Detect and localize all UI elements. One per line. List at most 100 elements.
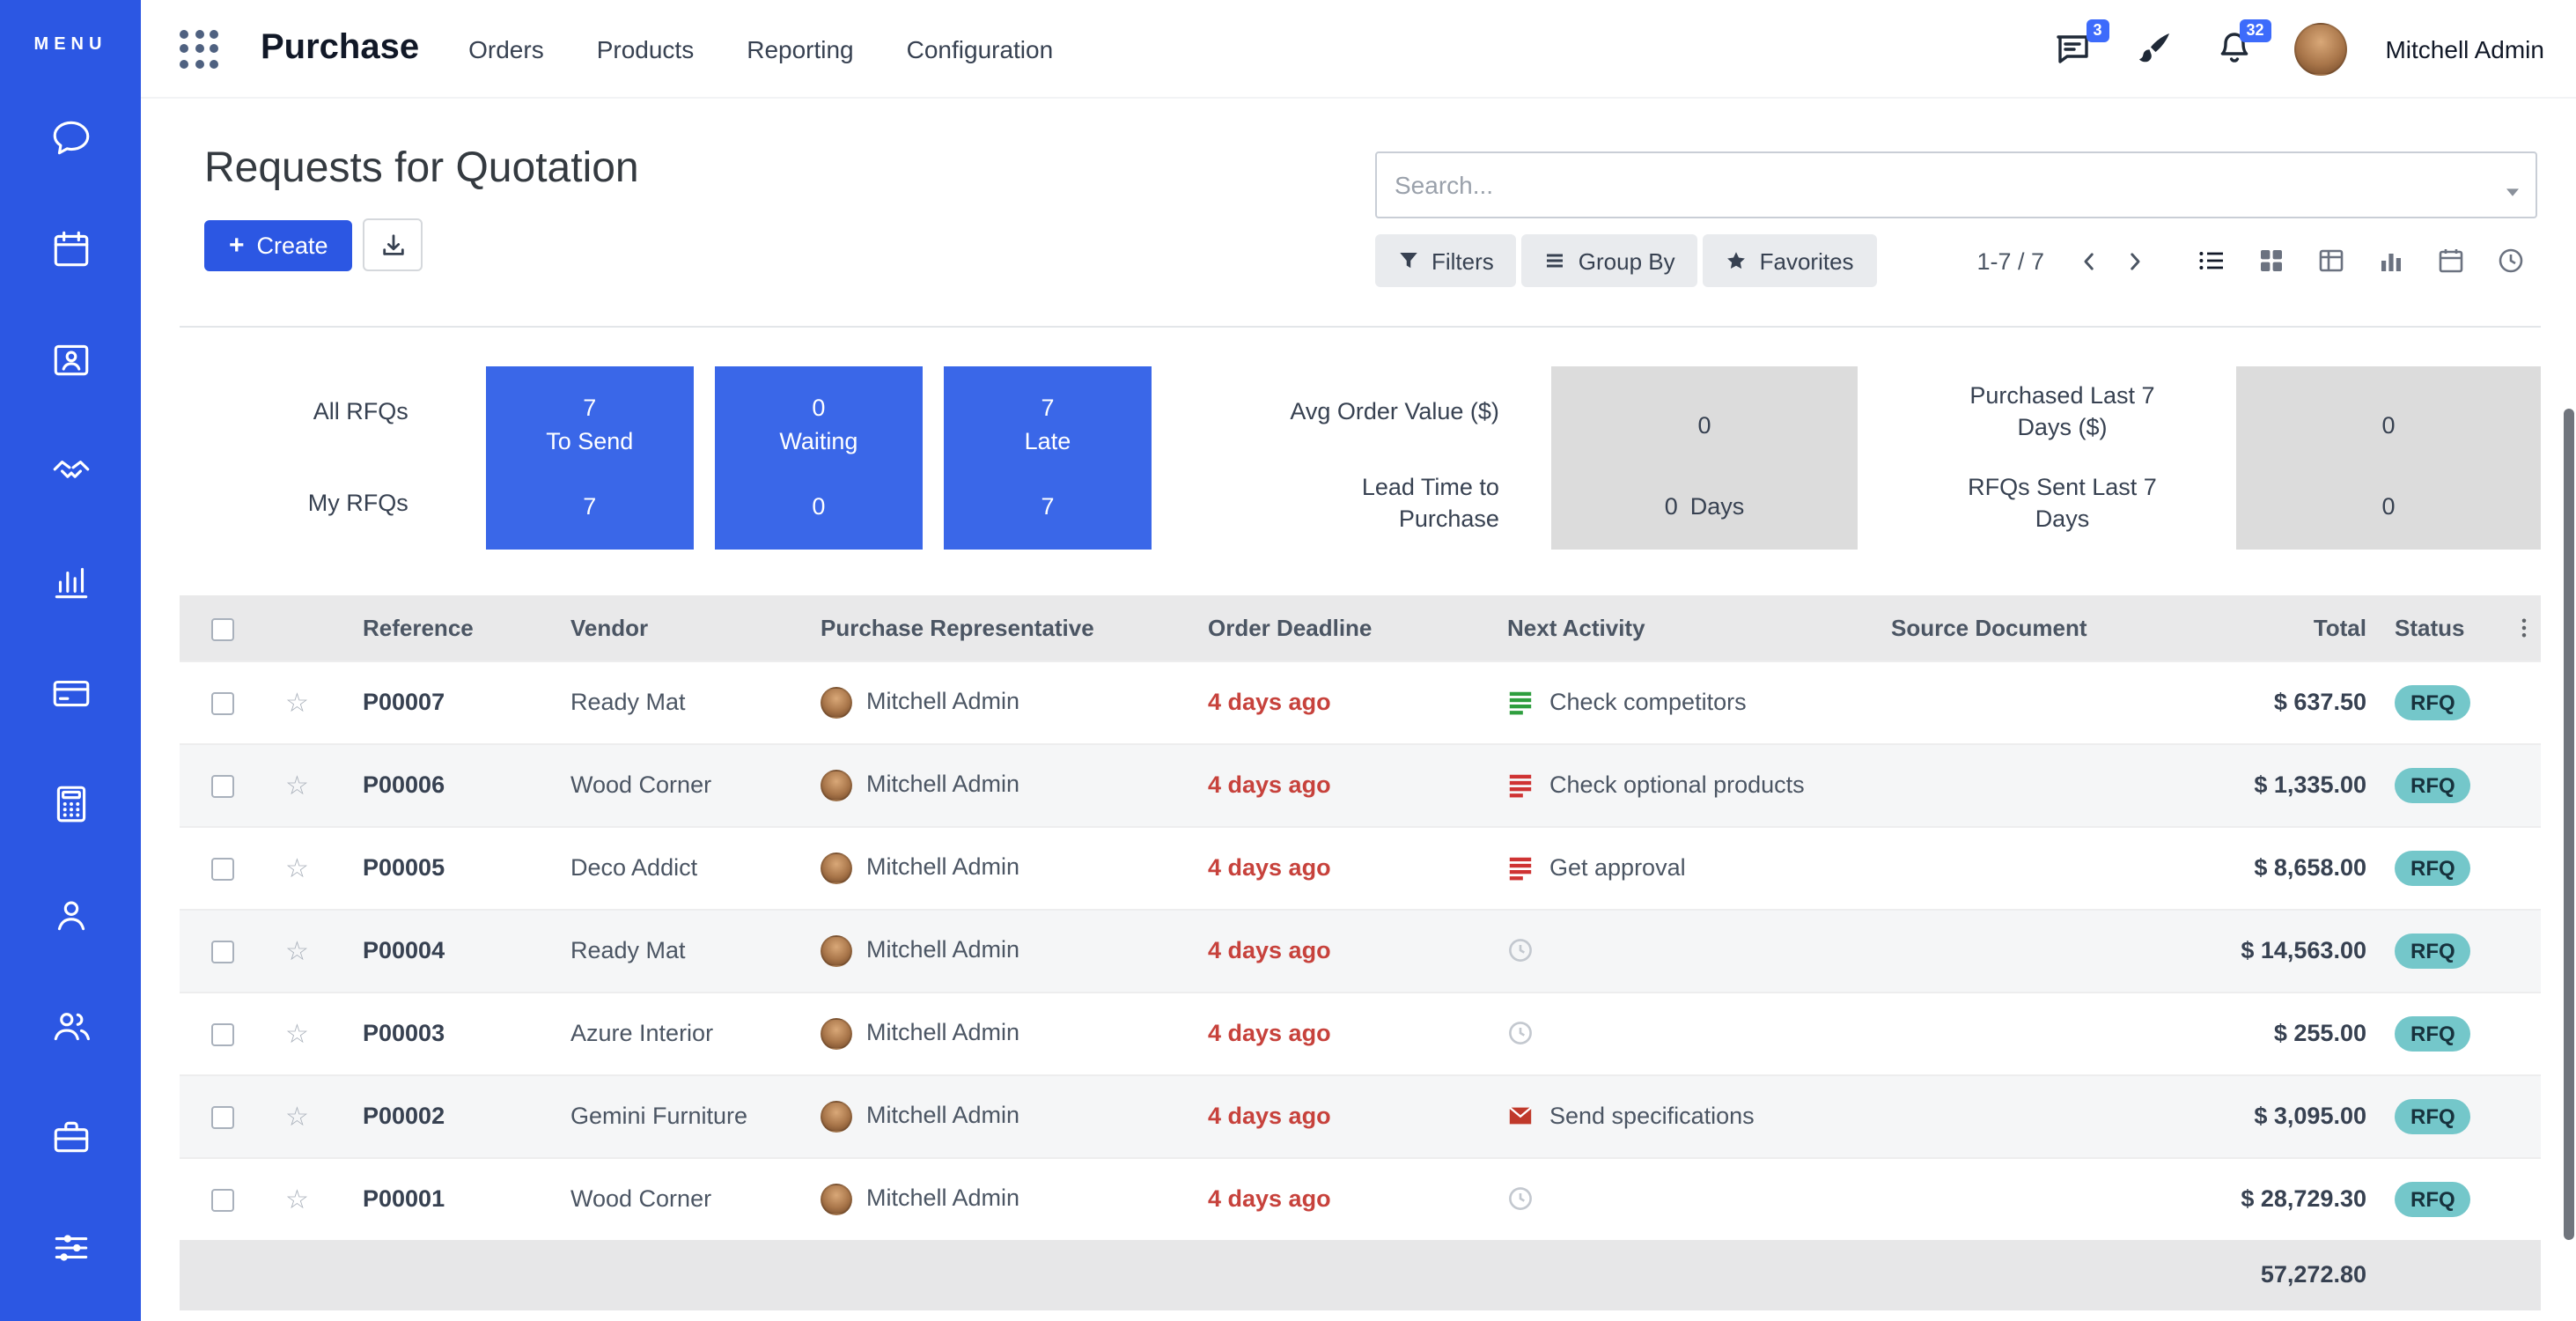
top-menu: Orders Products Reporting Configuration	[468, 34, 1053, 63]
column-header-reference[interactable]: Reference	[349, 595, 556, 660]
contact-card-icon[interactable]	[48, 336, 93, 382]
favorites-button[interactable]: Favorites	[1704, 234, 1877, 287]
row-checkbox[interactable]	[211, 775, 234, 798]
row-checkbox[interactable]	[211, 941, 234, 963]
filter-tools: Filters Group By Favorites	[1375, 234, 1877, 287]
export-button[interactable]	[364, 218, 423, 271]
tile-late-all[interactable]: 7 Late	[954, 387, 1141, 461]
row-checkbox[interactable]	[211, 692, 234, 715]
vertical-scrollbar[interactable]	[2564, 409, 2574, 1240]
user-name[interactable]: Mitchell Admin	[2385, 34, 2544, 63]
filters-button[interactable]: Filters	[1375, 234, 1517, 287]
rep-avatar	[821, 686, 852, 718]
pager: 1-7 / 7	[1976, 238, 2157, 284]
table-row[interactable]: ☆ P00001 Wood Corner Mitchell Admin 4 da…	[180, 1157, 2541, 1239]
handshake-icon[interactable]	[48, 447, 93, 493]
table-row[interactable]: ☆ P00005 Deco Addict Mitchell Admin 4 da…	[180, 826, 2541, 909]
chat-bubble-icon[interactable]	[48, 114, 93, 160]
favorite-star-icon[interactable]: ☆	[285, 1102, 309, 1132]
action-buttons: + Create	[204, 218, 639, 271]
view-graph-button[interactable]	[2365, 236, 2418, 285]
tile-waiting-my[interactable]: 0	[725, 488, 912, 523]
deadline-cell: 4 days ago	[1194, 992, 1493, 1074]
activity-clock-icon[interactable]	[1507, 1185, 1534, 1212]
search-input[interactable]	[1377, 171, 2536, 199]
late-all-value: 7	[954, 395, 1141, 421]
activity-list-icon[interactable]	[1507, 689, 1534, 715]
search-dropdown-icon[interactable]	[2504, 178, 2521, 196]
row-checkbox[interactable]	[211, 1106, 234, 1129]
table-row[interactable]: ☆ P00007 Ready Mat Mitchell Admin 4 days…	[180, 660, 2541, 743]
activity-list-icon[interactable]	[1507, 771, 1534, 798]
column-header-total[interactable]: Total	[2152, 595, 2381, 660]
user-avatar[interactable]	[2293, 22, 2346, 75]
brush-icon[interactable]	[2131, 27, 2174, 70]
representative-cell: Mitchell Admin	[806, 826, 1194, 909]
menu-label[interactable]: MENU	[34, 35, 107, 55]
create-button[interactable]: + Create	[204, 219, 353, 270]
row-checkbox[interactable]	[211, 1189, 234, 1212]
view-kanban-button[interactable]	[2245, 236, 2298, 285]
menu-orders[interactable]: Orders	[468, 34, 544, 63]
credit-card-icon[interactable]	[48, 669, 93, 715]
view-list-button[interactable]	[2185, 236, 2238, 285]
tile-waiting-all[interactable]: 0 Waiting	[725, 387, 912, 461]
table-row[interactable]: ☆ P00003 Azure Interior Mitchell Admin 4…	[180, 992, 2541, 1074]
pager-next-button[interactable]	[2111, 238, 2157, 284]
view-activity-button[interactable]	[2484, 236, 2537, 285]
group-by-button[interactable]: Group By	[1522, 234, 1698, 287]
briefcase-icon[interactable]	[48, 1113, 93, 1159]
rfqs-sent-7-days-number: 0	[2381, 492, 2395, 519]
source-cell	[1877, 909, 2152, 992]
table-row[interactable]: ☆ P00002 Gemini Furniture Mitchell Admin…	[180, 1074, 2541, 1157]
deadline-cell: 4 days ago	[1194, 909, 1493, 992]
select-all-checkbox[interactable]	[211, 618, 234, 641]
app-name[interactable]: Purchase	[261, 28, 419, 69]
favorite-star-icon[interactable]: ☆	[285, 853, 309, 883]
favorite-star-icon[interactable]: ☆	[285, 1184, 309, 1214]
activity-clock-icon[interactable]	[1507, 937, 1534, 963]
favorite-star-icon[interactable]: ☆	[285, 936, 309, 966]
row-checkbox[interactable]	[211, 1023, 234, 1046]
optional-columns-icon[interactable]	[2521, 615, 2527, 641]
tile-to-send-all[interactable]: 7 To Send	[497, 387, 683, 461]
tile-late-my[interactable]: 7	[954, 488, 1141, 523]
people-icon[interactable]	[48, 1002, 93, 1048]
table-row[interactable]: ☆ P00004 Ready Mat Mitchell Admin 4 days…	[180, 909, 2541, 992]
menu-reporting[interactable]: Reporting	[747, 34, 853, 63]
view-calendar-button[interactable]	[2425, 236, 2477, 285]
sliders-icon[interactable]	[48, 1224, 93, 1270]
activity-clock-icon[interactable]	[1507, 1020, 1534, 1046]
menu-configuration[interactable]: Configuration	[907, 34, 1054, 63]
column-header-status[interactable]: Status	[2381, 595, 2507, 660]
person-icon[interactable]	[48, 891, 93, 937]
bar-chart-icon[interactable]	[48, 558, 93, 604]
activity-envelope-icon[interactable]	[1507, 1103, 1534, 1129]
column-header-representative[interactable]: Purchase Representative	[806, 595, 1194, 660]
notifications-bell-icon[interactable]: 32	[2212, 27, 2255, 70]
pager-prev-button[interactable]	[2065, 238, 2111, 284]
tile-to-send-my[interactable]: 7	[497, 488, 683, 523]
create-button-label: Create	[257, 232, 328, 258]
favorite-star-icon[interactable]: ☆	[285, 771, 309, 801]
row-checkbox[interactable]	[211, 858, 234, 881]
menu-products[interactable]: Products	[597, 34, 695, 63]
activity-list-icon[interactable]	[1507, 854, 1534, 881]
reference-cell: P00005	[349, 826, 556, 909]
column-header-vendor[interactable]: Vendor	[556, 595, 806, 660]
column-header-deadline[interactable]: Order Deadline	[1194, 595, 1493, 660]
column-header-activity[interactable]: Next Activity	[1493, 595, 1877, 660]
favorite-star-icon[interactable]: ☆	[285, 1019, 309, 1049]
apps-grid-icon[interactable]	[180, 29, 218, 68]
table-row[interactable]: ☆ P00006 Wood Corner Mitchell Admin 4 da…	[180, 743, 2541, 826]
activity-cell: Check competitors	[1493, 660, 1877, 743]
lead-time-value: 0 Days	[1563, 488, 1846, 523]
favorite-star-icon[interactable]: ☆	[285, 688, 309, 718]
source-cell	[1877, 1074, 2152, 1157]
column-header-source[interactable]: Source Document	[1877, 595, 2152, 660]
reference-cell: P00006	[349, 743, 556, 826]
calendar-icon[interactable]	[48, 225, 93, 271]
calculator-icon[interactable]	[48, 780, 93, 826]
messages-icon[interactable]: 3	[2050, 27, 2093, 70]
view-pivot-button[interactable]	[2305, 236, 2358, 285]
